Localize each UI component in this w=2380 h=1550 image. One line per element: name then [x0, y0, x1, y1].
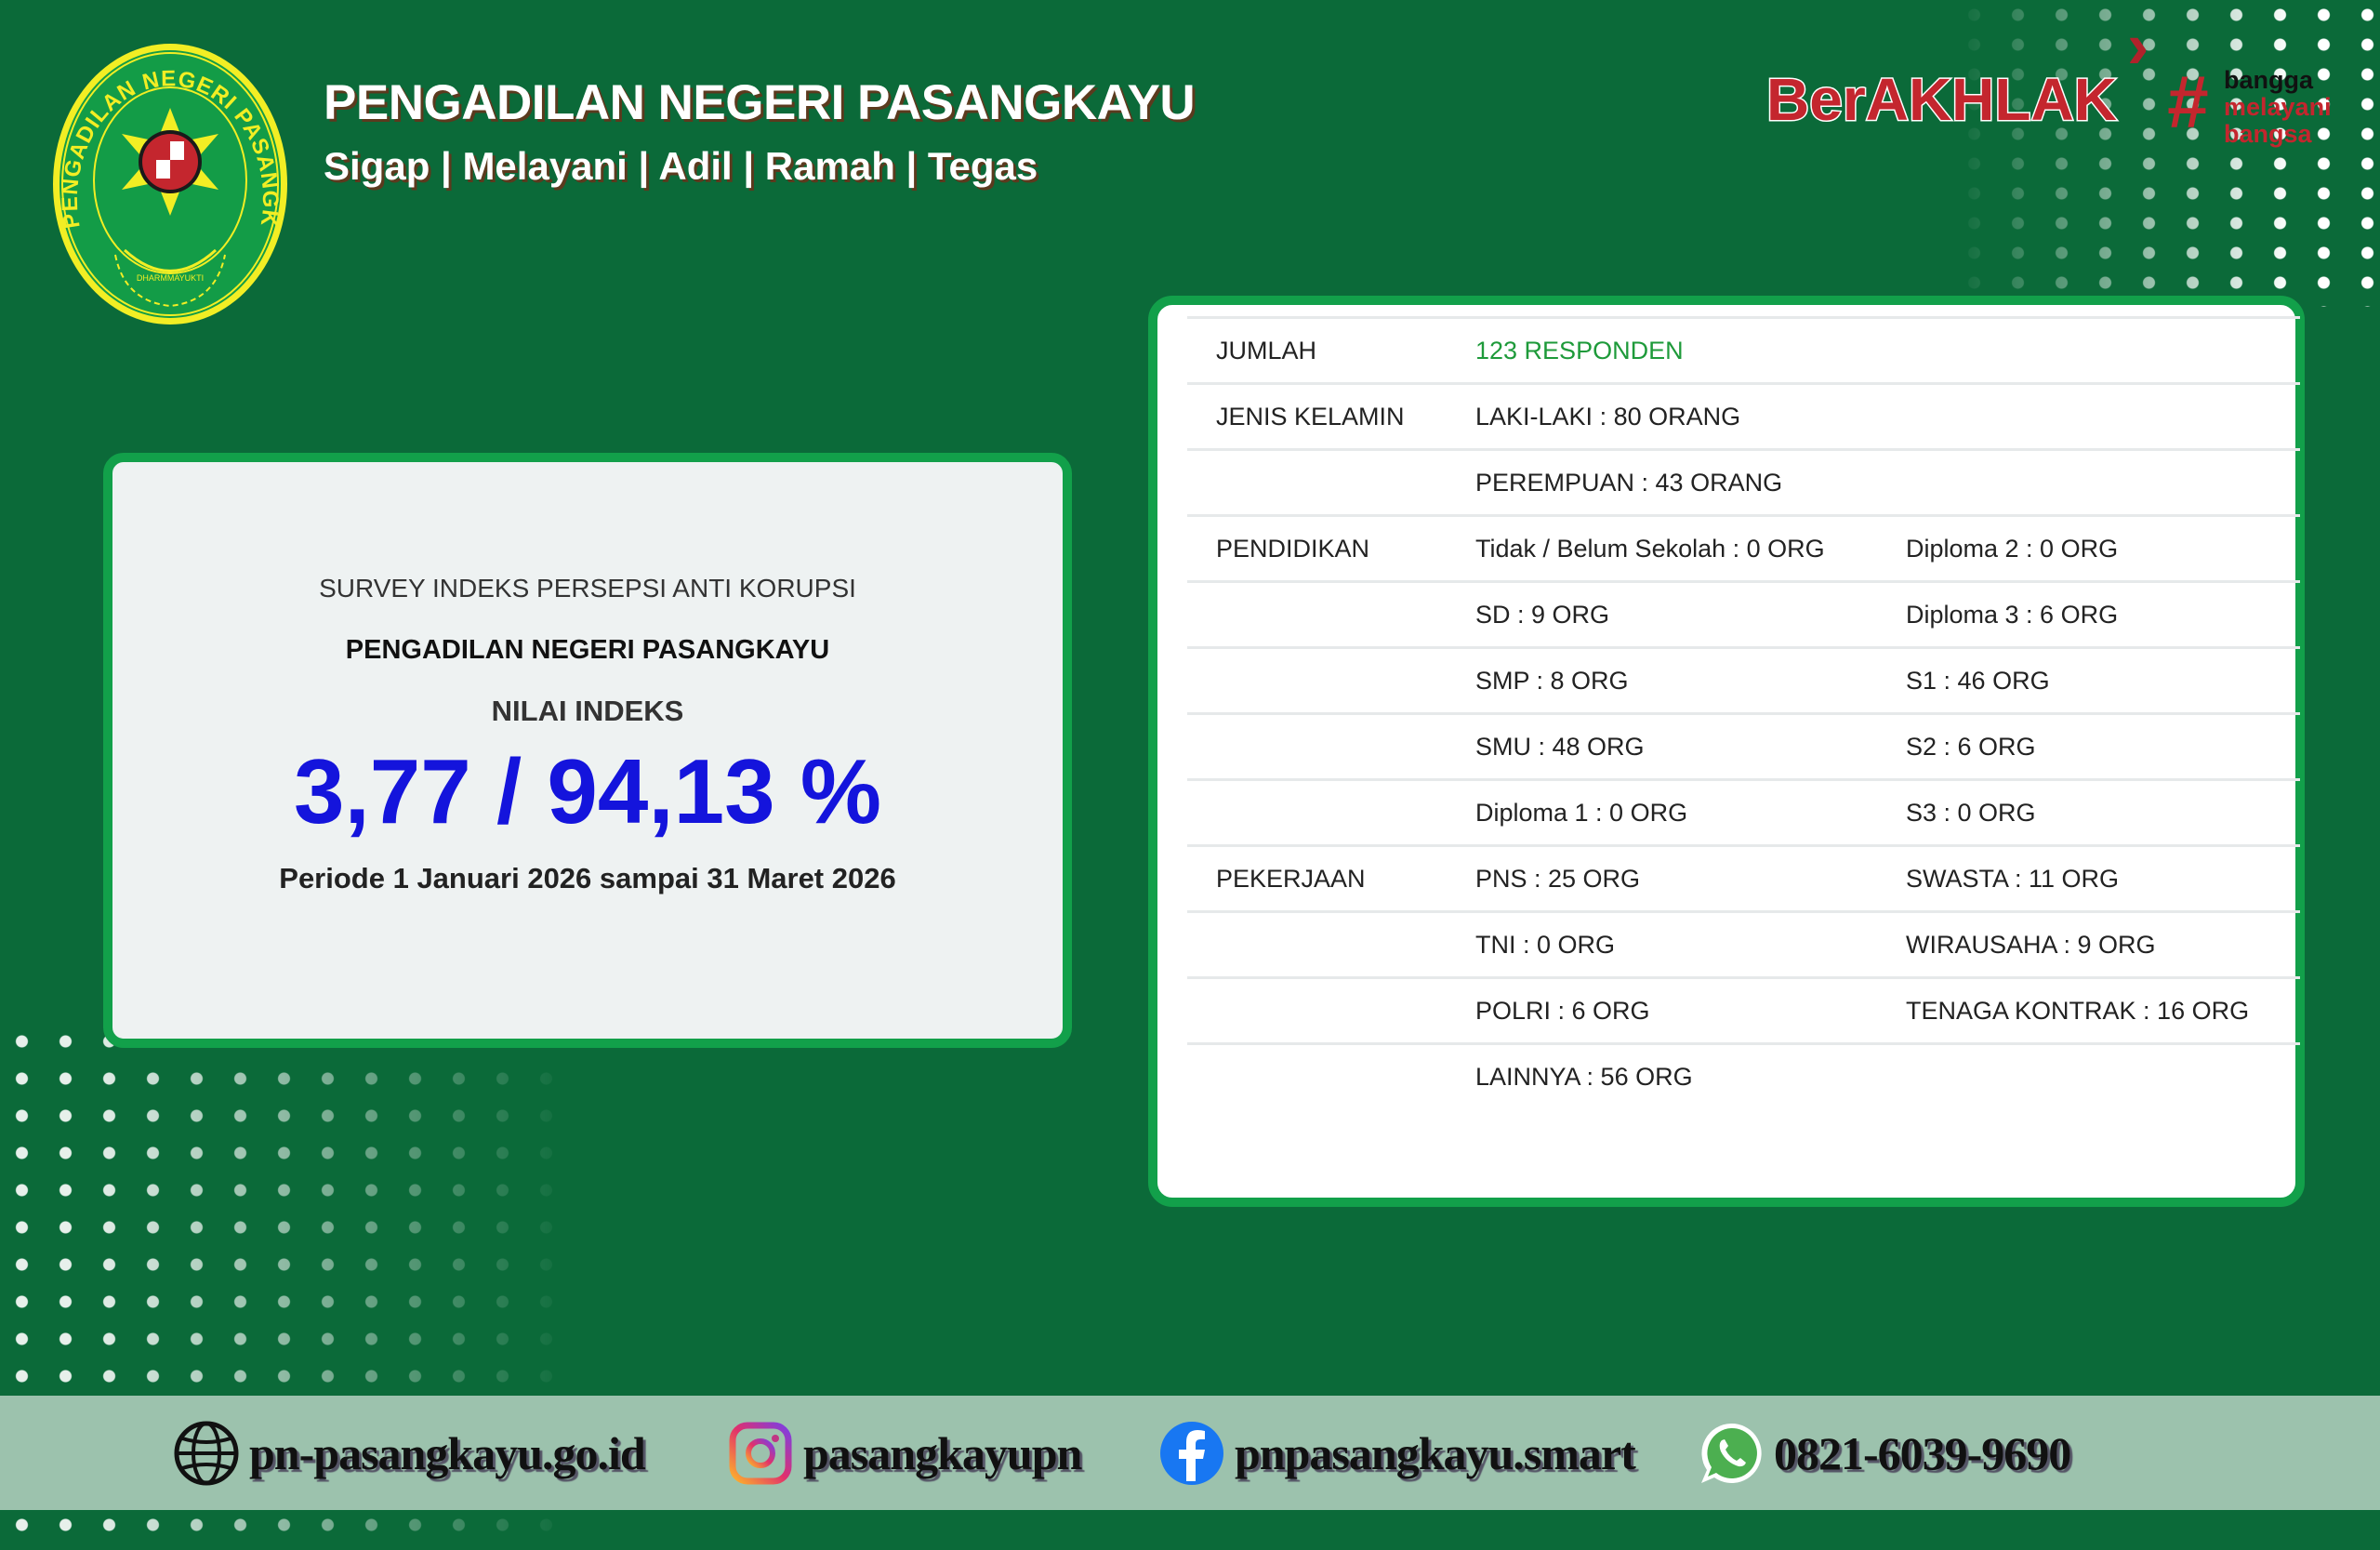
row-value: Diploma 2 : 0 ORG [1906, 535, 2119, 563]
row-category: JUMLAH [1216, 337, 1317, 364]
table-row: TNI : 0 ORG WIRAUSAHA : 9 ORG [1187, 910, 2300, 976]
facebook-icon [1160, 1421, 1223, 1485]
logo-motto: DHARMMAYUKTI [137, 273, 204, 283]
whatsapp-number: 0821-6039-9690 [1774, 1426, 2071, 1479]
row-value: POLRI : 6 ORG [1475, 997, 1650, 1025]
table-row: SD : 9 ORG Diploma 3 : 6 ORG [1187, 580, 2300, 646]
table-row: JENIS KELAMIN LAKI-LAKI : 80 ORANG [1187, 382, 2300, 448]
row-value: 123 RESPONDEN [1475, 337, 1684, 364]
facebook-link[interactable]: pnpasangkayu.smart [1158, 1396, 1636, 1510]
row-value: WIRAUSAHA : 9 ORG [1906, 931, 2156, 959]
whatsapp-icon [1701, 1423, 1762, 1483]
row-value: LAINNYA : 56 ORG [1475, 1063, 1693, 1091]
tagline-word: bangga [2224, 66, 2314, 94]
contact-footer: pn-pasangkayu.go.id pasangkayupn pnpasan… [0, 1396, 2380, 1510]
row-value: TENAGA KONTRAK : 16 ORG [1906, 997, 2250, 1025]
row-value: Tidak / Belum Sekolah : 0 ORG [1475, 535, 1825, 563]
row-value: S1 : 46 ORG [1906, 667, 2050, 695]
table-row: SMP : 8 ORG S1 : 46 ORG [1187, 646, 2300, 712]
tagline-word: melayani [2224, 93, 2332, 121]
table-row: POLRI : 6 ORG TENAGA KONTRAK : 16 ORG [1187, 976, 2300, 1042]
respondent-card [1148, 296, 2305, 1207]
row-value: S3 : 0 ORG [1906, 799, 2036, 827]
table-row: Diploma 1 : 0 ORG S3 : 0 ORG [1187, 778, 2300, 844]
row-value: SWASTA : 11 ORG [1906, 865, 2120, 893]
row-value: TNI : 0 ORG [1475, 931, 1616, 959]
table-row: PEREMPUAN : 43 ORANG [1187, 448, 2300, 514]
organization-name: PENGADILAN NEGERI PASANGKAYU [345, 635, 830, 665]
row-category: JENIS KELAMIN [1216, 403, 1405, 431]
survey-title: SURVEY INDEKS PERSEPSI ANTI KORUPSI [319, 574, 856, 603]
globe-icon [174, 1421, 239, 1485]
row-value: PEREMPUAN : 43 ORANG [1475, 469, 1783, 497]
row-value: PNS : 25 ORG [1475, 865, 1641, 893]
website-link[interactable]: pn-pasangkayu.go.id [173, 1396, 646, 1510]
court-logo: PENGADILAN NEGERI PASANGKAYU DHARMMAYUKT… [50, 41, 287, 325]
row-value: LAKI-LAKI : 80 ORANG [1475, 403, 1741, 431]
instagram-handle: pasangkayupn [803, 1426, 1082, 1479]
dot-pattern-decoration [1952, 0, 2380, 307]
row-value: SMP : 8 ORG [1475, 667, 1629, 695]
instagram-icon [729, 1422, 792, 1484]
table-row: SMU : 48 ORG S2 : 6 ORG [1187, 712, 2300, 778]
row-value: SD : 9 ORG [1475, 601, 1610, 629]
row-value: S2 : 6 ORG [1906, 733, 2036, 761]
survey-period: Periode 1 Januari 2026 sampai 31 Maret 2… [279, 862, 896, 894]
table-row: PEKERJAAN PNS : 25 ORG SWASTA : 11 ORG [1187, 844, 2300, 910]
index-label: NILAI INDEKS [491, 695, 684, 727]
table-row: PENDIDIKAN Tidak / Belum Sekolah : 0 ORG D… [1187, 514, 2300, 580]
row-value: SMU : 48 ORG [1475, 733, 1645, 761]
brand-tagline: bangga melayani bangsa [2224, 67, 2332, 148]
row-category: PENDIDIKAN [1216, 535, 1370, 563]
berakhlak-logo: BerAKHLAK [1765, 65, 2119, 135]
respondent-table: JUMLAH 123 RESPONDEN JENIS KELAMIN LAKI-LAK… [1187, 316, 2300, 1108]
page-subtitle: Sigap | Melayani | Adil | Ramah | Tegas [324, 144, 1038, 188]
page-title: PENGADILAN NEGERI PASANGKAYU [324, 75, 1196, 130]
website-text: pn-pasangkayu.go.id [249, 1426, 646, 1479]
whatsapp-link[interactable]: 0821-6039-9690 [1698, 1396, 2071, 1510]
row-value: Diploma 1 : 0 ORG [1475, 799, 1688, 827]
instagram-link[interactable]: pasangkayupn [727, 1396, 1082, 1510]
hashtag-icon: # [2166, 60, 2208, 143]
index-value: 3,77 / 94,13 % [293, 740, 882, 842]
chevron-right-icon: › [2127, 9, 2149, 82]
table-row: JUMLAH 123 RESPONDEN [1187, 316, 2300, 382]
index-summary-card: SURVEY INDEKS PERSEPSI ANTI KORUPSI PENG… [103, 453, 1072, 1048]
tagline-word: bangsa [2224, 120, 2312, 148]
facebook-handle: pnpasangkayu.smart [1235, 1426, 1636, 1479]
row-category: PEKERJAAN [1216, 865, 1366, 893]
row-value: Diploma 3 : 6 ORG [1906, 601, 2119, 629]
table-row: LAINNYA : 56 ORG [1187, 1042, 2300, 1108]
